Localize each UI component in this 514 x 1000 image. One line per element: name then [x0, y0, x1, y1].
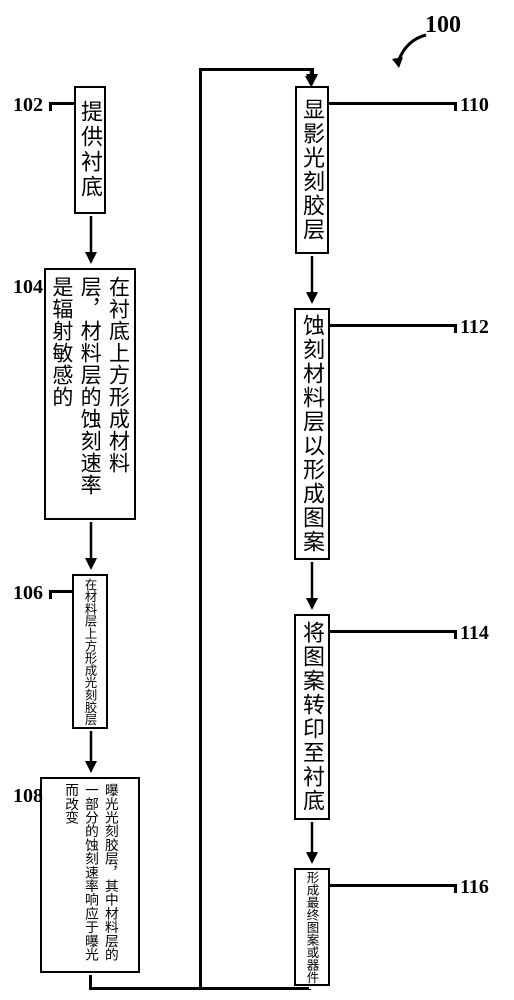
tick-112v	[454, 324, 457, 333]
step-104-text: 在衬底上方形成材料层，材料层的蚀刻速率是辐射敏感的	[47, 276, 132, 512]
tick-116	[330, 884, 456, 887]
step-106: 在材料层上方形成光刻胶层	[72, 574, 108, 729]
step-106-text: 在材料层上方形成光刻胶层	[81, 578, 99, 726]
label-114: 114	[460, 622, 489, 645]
label-102: 102	[13, 94, 43, 117]
arrow-r3	[304, 822, 320, 866]
step-108-text: 曝光光刻胶层，其中材料层的一部分的蚀刻速率响应于曝光而改变	[60, 783, 120, 967]
conn-vertical-mid	[199, 68, 202, 989]
tick-114v	[454, 630, 457, 639]
tick-114	[330, 630, 456, 633]
label-104-t: 104	[13, 276, 43, 298]
l112: 112	[460, 316, 489, 338]
tick-116v	[454, 884, 457, 893]
step-114-text: 将图案转印至衬底	[296, 621, 328, 813]
tick-110	[329, 102, 456, 105]
tick-102	[49, 102, 74, 105]
label-106: 106	[13, 582, 43, 605]
l114: 114	[460, 622, 489, 644]
step-108: 曝光光刻胶层，其中材料层的一部分的蚀刻速率响应于曝光而改变	[40, 777, 140, 973]
label-108: 108	[13, 785, 43, 808]
l116: 116	[460, 876, 489, 898]
label-104: 104	[13, 276, 43, 299]
tick-106	[49, 590, 72, 593]
step-112: 蚀刻材料层以形成图案	[294, 308, 330, 560]
conn-top-h2	[199, 68, 313, 71]
arrow-r2	[304, 562, 320, 612]
step-110: 显影光刻胶层	[295, 86, 329, 254]
step-102-text: 提供衬底	[74, 100, 106, 200]
step-104: 在衬底上方形成材料层，材料层的蚀刻速率是辐射敏感的	[44, 268, 136, 520]
step-110-text: 显影光刻胶层	[296, 98, 328, 242]
step-112-text: 蚀刻材料层以形成图案	[296, 314, 328, 554]
step-116-text: 形成最终图案或器件	[303, 871, 322, 984]
arrow-2	[83, 522, 99, 572]
pointer-arrow-icon	[388, 32, 433, 74]
label-112: 112	[460, 316, 489, 339]
arrow-3	[83, 731, 99, 775]
arrow-1	[83, 216, 99, 266]
conn-bottom-h	[89, 987, 201, 990]
tick-110v	[454, 102, 457, 111]
label-106-t: 106	[13, 582, 43, 604]
label-116: 116	[460, 876, 489, 899]
step-114: 将图案转印至衬底	[294, 614, 330, 820]
arrow-r1	[304, 256, 320, 306]
label-102-t: 102	[13, 94, 43, 116]
label-110: 110	[460, 94, 489, 117]
label-108-t: 108	[13, 785, 43, 807]
tick-112	[330, 324, 456, 327]
l110: 110	[460, 94, 489, 116]
step-116: 形成最终图案或器件	[294, 868, 330, 986]
tick-102v	[49, 102, 52, 111]
tick-106v	[49, 590, 52, 599]
step-102: 提供衬底	[74, 86, 106, 214]
